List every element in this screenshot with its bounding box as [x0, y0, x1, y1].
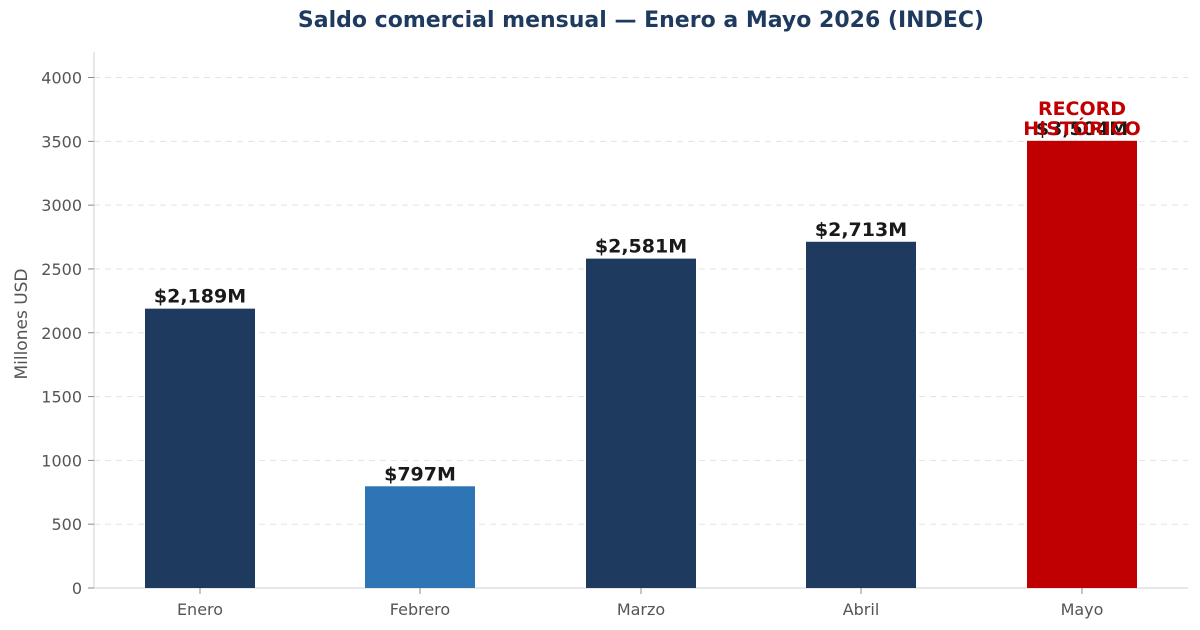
bar-marzo — [586, 258, 696, 588]
y-tick-label: 500 — [51, 515, 82, 534]
x-tick-label: Marzo — [617, 600, 665, 619]
x-tick-label: Enero — [177, 600, 223, 619]
bar-mayo — [1027, 140, 1137, 588]
y-tick-label: 2000 — [41, 324, 82, 343]
y-tick-label: 4000 — [41, 69, 82, 88]
chart-title: Saldo comercial mensual — Enero a Mayo 2… — [297, 8, 985, 33]
bar-value-label: $2,713M — [815, 219, 907, 241]
y-tick-label: 1000 — [41, 451, 82, 470]
record-annotation: HISTÓRICO — [1023, 116, 1141, 140]
x-tick-label: Febrero — [390, 600, 450, 619]
y-tick-label: 2500 — [41, 260, 82, 279]
y-tick-label: 1500 — [41, 388, 82, 407]
bar-value-label: $2,581M — [595, 236, 687, 258]
bar-value-label: $3,504M — [1036, 118, 1128, 140]
bar-value-label: $797M — [384, 463, 456, 485]
x-tick-label: Abril — [843, 600, 880, 619]
y-tick-label: 3500 — [41, 132, 82, 151]
bar-value-label: $2,189M — [154, 286, 246, 308]
bar-abril — [806, 241, 916, 588]
x-tick-label: Mayo — [1061, 600, 1104, 619]
y-axis-label: Millones USD — [12, 268, 32, 379]
y-tick-label: 0 — [72, 579, 82, 598]
bar-febrero — [365, 486, 475, 588]
y-tick-label: 3000 — [41, 196, 82, 215]
bar-enero — [145, 308, 255, 588]
record-annotation: RECORD — [1038, 98, 1126, 120]
